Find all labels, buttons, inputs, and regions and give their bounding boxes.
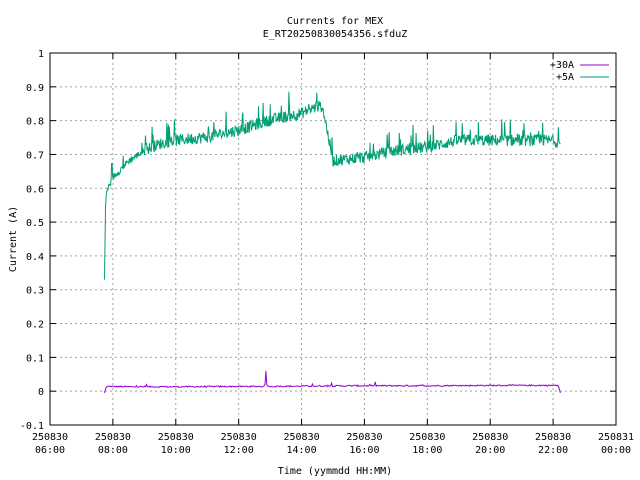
x-tick-label-time: 08:00 [98,445,128,456]
y-axis-label: Current (A) [8,206,19,272]
y-tick-label: 0.4 [26,252,44,263]
x-tick-label-time: 06:00 [35,445,65,456]
y-tick-label: 0.3 [26,286,44,297]
x-tick-label-time: 12:00 [224,445,254,456]
x-tick-label-time: 16:00 [349,445,379,456]
series-line-plus-5a [104,91,561,280]
x-tick-label-date: 250830 [535,432,571,443]
grid-layer [50,53,616,425]
y-tick-label: 0 [38,387,44,398]
plot-frame [49,52,617,426]
y-tick-label: 0.1 [26,353,44,364]
x-tick-label-date: 250831 [598,432,634,443]
x-tick-label-date: 250830 [221,432,257,443]
x-tick-label-date: 250830 [283,432,319,443]
x-tick-label-time: 20:00 [475,445,505,456]
legend-label: +30A [550,60,574,71]
chart-subtitle: E_RT20250830054356.sfduZ [263,29,408,40]
legend: +30A+5A [550,60,609,83]
y-tick-label: 0.6 [26,184,44,195]
legend-label: +5A [556,72,574,83]
x-tick-label-date: 250830 [409,432,445,443]
x-tick-label-time: 14:00 [287,445,317,456]
chart-title: Currents for MEX [287,16,383,27]
x-tick-label-date: 250830 [158,432,194,443]
x-tick-label-time: 00:00 [601,445,631,456]
x-tick-label-date: 250830 [95,432,131,443]
x-tick-label-date: 250830 [32,432,68,443]
y-tick-label: 0.7 [26,150,44,161]
y-tick-label: 0.5 [26,218,44,229]
x-axis-label: Time (yymmdd HH:MM) [278,466,392,477]
x-tick-label-time: 22:00 [538,445,568,456]
x-tick-label-date: 250830 [472,432,508,443]
y-tick-label: 0.2 [26,320,44,331]
series-line-plus-30a [104,370,561,394]
axis-layer: -0.1 0 0.1 0.2 0.3 0.4 0.5 0.6 0.7 0.8 0.9 1 250830 0… [20,49,634,456]
y-tick-label: 1 [38,49,44,60]
y-tick-label: 0.9 [26,83,44,94]
x-tick-label-date: 250830 [346,432,382,443]
series-layer [104,91,561,394]
x-tick-label-time: 10:00 [161,445,191,456]
y-tick-label: -0.1 [20,421,44,432]
x-tick-label-time: 18:00 [412,445,442,456]
y-tick-label: 0.8 [26,117,44,128]
